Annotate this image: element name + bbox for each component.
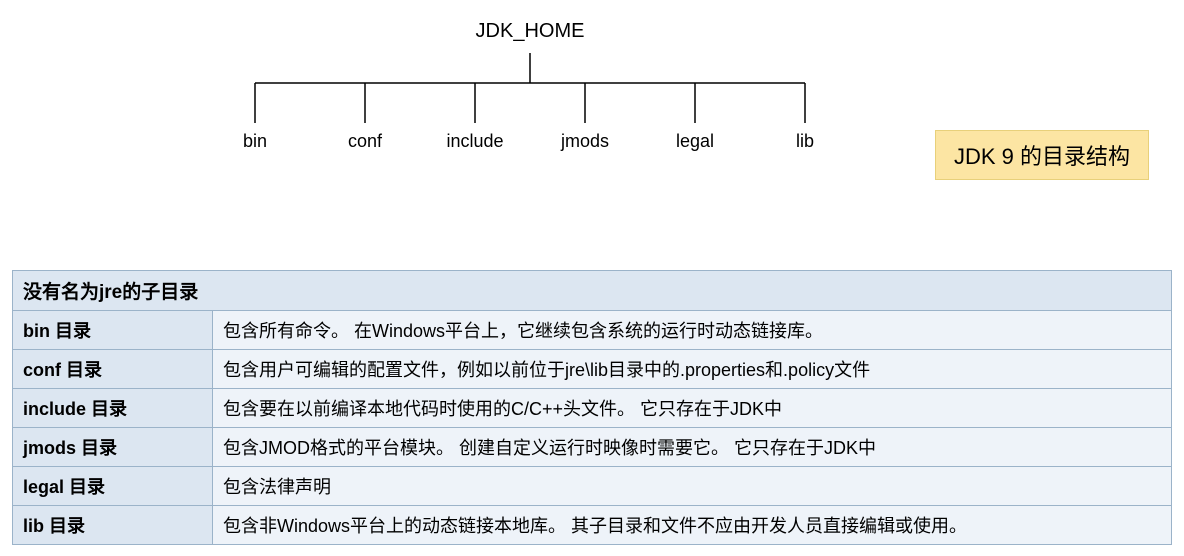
dir-desc-cell: 包含要在以前编译本地代码时使用的C/C++头文件。 它只存在于JDK中	[213, 389, 1172, 428]
tree-child: lib	[750, 131, 860, 152]
table-row: legal 目录 包含法律声明	[13, 467, 1172, 506]
table-row: lib 目录 包含非Windows平台上的动态链接本地库。 其子目录和文件不应由…	[13, 506, 1172, 545]
table-row: include 目录 包含要在以前编译本地代码时使用的C/C++头文件。 它只存…	[13, 389, 1172, 428]
table-row: bin 目录 包含所有命令。 在Windows平台上，它继续包含系统的运行时动态…	[13, 311, 1172, 350]
table-row: conf 目录 包含用户可编辑的配置文件，例如以前位于jre\lib目录中的.p…	[13, 350, 1172, 389]
dir-name-cell: lib 目录	[13, 506, 213, 545]
table-row: jmods 目录 包含JMOD格式的平台模块。 创建自定义运行时映像时需要它。 …	[13, 428, 1172, 467]
table-header-row: 没有名为jre的子目录	[13, 271, 1172, 311]
dir-desc-cell: 包含非Windows平台上的动态链接本地库。 其子目录和文件不应由开发人员直接编…	[213, 506, 1172, 545]
tree-child: conf	[310, 131, 420, 152]
table-header-cell: 没有名为jre的子目录	[13, 271, 1172, 311]
dir-name-cell: legal 目录	[13, 467, 213, 506]
dir-name-cell: conf 目录	[13, 350, 213, 389]
tree-child: legal	[640, 131, 750, 152]
dir-desc-cell: 包含所有命令。 在Windows平台上，它继续包含系统的运行时动态链接库。	[213, 311, 1172, 350]
tree-child: jmods	[530, 131, 640, 152]
tree-connector-svg	[200, 53, 860, 123]
tree-root-label: JDK_HOME	[170, 20, 890, 43]
directory-table: 没有名为jre的子目录 bin 目录 包含所有命令。 在Windows平台上，它…	[12, 270, 1172, 545]
dir-name-cell: include 目录	[13, 389, 213, 428]
dir-desc-cell: 包含JMOD格式的平台模块。 创建自定义运行时映像时需要它。 它只存在于JDK中	[213, 428, 1172, 467]
dir-desc-cell: 包含用户可编辑的配置文件，例如以前位于jre\lib目录中的.propertie…	[213, 350, 1172, 389]
dir-name-cell: bin 目录	[13, 311, 213, 350]
tree-diagram: JDK_HOME bin conf include jmods legal li…	[170, 20, 890, 152]
dir-desc-cell: 包含法律声明	[213, 467, 1172, 506]
dir-name-cell: jmods 目录	[13, 428, 213, 467]
tree-child: bin	[200, 131, 310, 152]
title-badge: JDK 9 的目录结构	[935, 130, 1149, 180]
tree-children-row: bin conf include jmods legal lib	[200, 131, 860, 152]
tree-child: include	[420, 131, 530, 152]
